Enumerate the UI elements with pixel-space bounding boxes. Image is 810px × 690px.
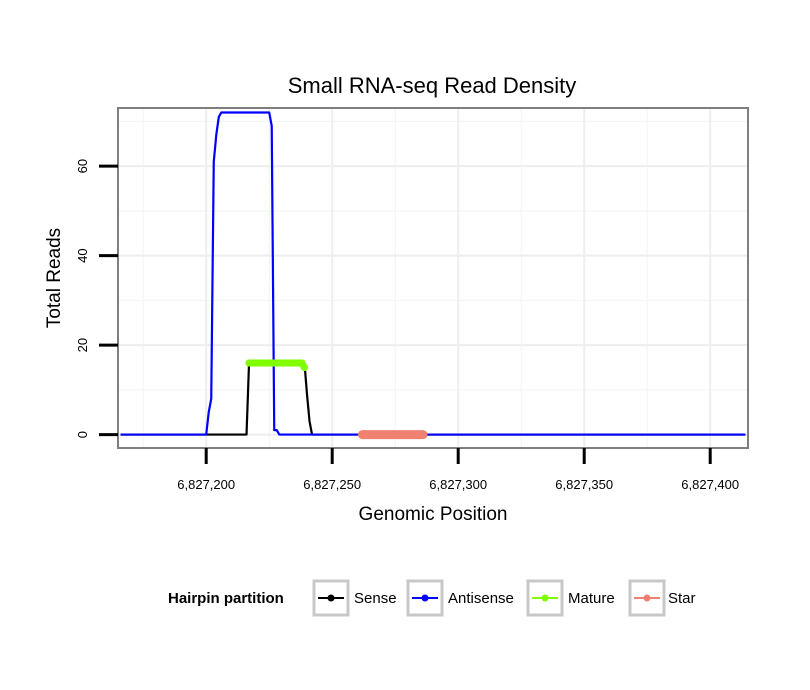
series-line-antisense	[120, 111, 746, 436]
series-star	[357, 430, 428, 440]
y-axis-label: Total Reads	[44, 228, 65, 328]
plot-background	[118, 108, 748, 448]
series-line-sense	[120, 361, 746, 436]
x-tick-label: 6,827,400	[681, 477, 739, 492]
legend-item-antisense: Antisense	[406, 579, 514, 617]
legend-key-point	[421, 594, 429, 602]
series-point-star	[418, 430, 427, 439]
x-tick-label: 6,827,350	[555, 477, 613, 492]
series-layer	[120, 111, 746, 440]
legend-item-star: Star	[628, 579, 696, 617]
legend-key-point	[541, 594, 549, 602]
x-tick-label: 6,827,250	[303, 477, 361, 492]
legend-label: Star	[668, 590, 696, 607]
y-axis: 0 20 40 60	[75, 159, 118, 438]
legend-title: Hairpin partition	[168, 590, 284, 607]
series-point-mature	[300, 363, 308, 371]
legend: Hairpin partition Sense Antisense Mature St…	[168, 579, 696, 617]
legend-label: Antisense	[448, 590, 514, 607]
x-tick-label: 6,827,200	[177, 477, 235, 492]
y-tick-label: 20	[75, 338, 90, 352]
legend-key-point	[327, 594, 335, 602]
legend-key-point	[643, 594, 651, 602]
y-tick-label: 40	[75, 248, 90, 262]
x-tick-label: 6,827,300	[429, 477, 487, 492]
y-tick-label: 60	[75, 159, 90, 173]
legend-label: Mature	[568, 590, 615, 607]
plot-border	[117, 107, 749, 449]
legend-item-sense: Sense	[312, 579, 397, 617]
plot-panel	[118, 108, 748, 448]
series-mature	[245, 359, 308, 371]
chart-title: Small RNA-seq Read Density	[288, 73, 577, 98]
legend-item-mature: Mature	[526, 579, 615, 617]
y-tick-label: 0	[75, 431, 90, 438]
legend-label: Sense	[354, 590, 397, 607]
x-axis: 6,827,200 6,827,250 6,827,300 6,827,350 6,82…	[177, 448, 739, 492]
series-antisense	[120, 111, 746, 436]
series-sense	[120, 361, 746, 436]
x-axis-label: Genomic Position	[359, 504, 508, 525]
